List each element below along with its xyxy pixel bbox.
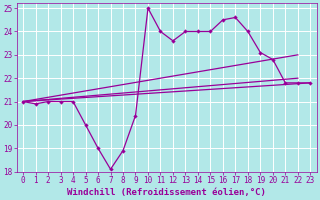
- X-axis label: Windchill (Refroidissement éolien,°C): Windchill (Refroidissement éolien,°C): [67, 188, 266, 197]
